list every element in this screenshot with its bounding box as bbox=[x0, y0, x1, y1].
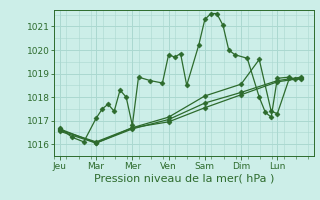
X-axis label: Pression niveau de la mer( hPa ): Pression niveau de la mer( hPa ) bbox=[94, 173, 274, 183]
